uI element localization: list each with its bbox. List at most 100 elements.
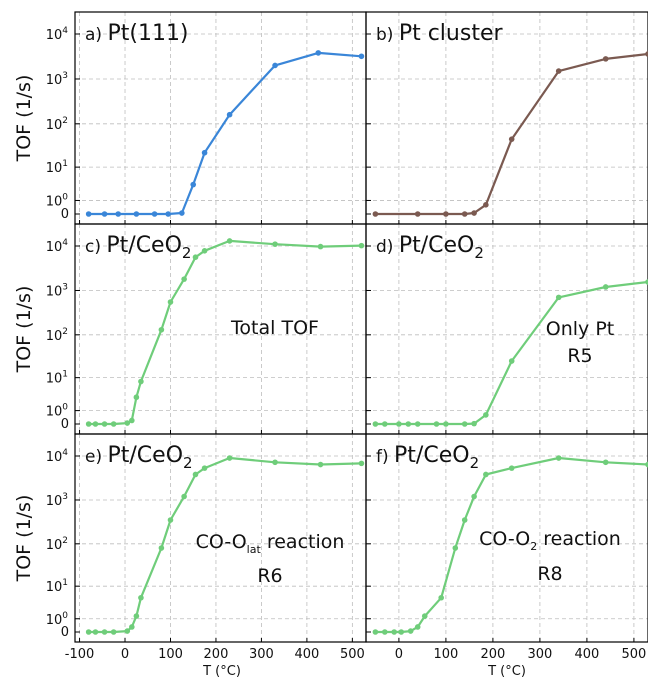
panel-b: b) Pt cluster xyxy=(365,11,648,225)
data-point xyxy=(192,471,199,478)
data-point xyxy=(421,613,428,619)
panel-annotation: R5 xyxy=(567,345,592,367)
panel-annotation: R8 xyxy=(537,563,562,585)
y-tick-label: 104 xyxy=(46,238,69,255)
data-point xyxy=(101,629,108,635)
data-point xyxy=(645,51,648,57)
panel-annotation: CO-Olat reaction xyxy=(196,531,345,556)
y-tick-label: 100 xyxy=(46,192,69,209)
data-point xyxy=(443,211,449,217)
data-point xyxy=(452,545,459,551)
data-point xyxy=(471,210,477,216)
data-point xyxy=(101,421,108,427)
data-point xyxy=(555,455,562,461)
panel-title: b) Pt cluster xyxy=(376,21,503,46)
y-tick-label: 100 xyxy=(46,403,69,420)
data-point xyxy=(508,136,515,142)
x-axis-label: T (°C) xyxy=(202,664,241,679)
data-point xyxy=(201,149,208,156)
x-tick-label: 400 xyxy=(294,647,319,662)
data-point xyxy=(405,421,412,427)
y-tick-label: 102 xyxy=(46,327,68,344)
x-tick-label: 100 xyxy=(158,647,183,662)
data-point xyxy=(317,461,324,468)
data-point xyxy=(124,420,131,426)
data-point xyxy=(471,493,477,500)
data-point xyxy=(272,459,278,466)
x-tick-label: -100 xyxy=(65,647,95,662)
data-point xyxy=(129,417,135,424)
x-tick-label: 200 xyxy=(204,647,229,662)
data-point xyxy=(226,111,233,118)
x-tick-label: 200 xyxy=(480,647,505,662)
y-tick-label: 0 xyxy=(61,625,69,640)
data-point xyxy=(226,455,233,461)
data-point xyxy=(372,211,379,217)
data-point xyxy=(181,493,187,500)
data-point xyxy=(151,211,158,217)
data-point xyxy=(226,238,233,244)
series-line xyxy=(88,239,362,426)
data-point xyxy=(645,461,648,468)
y-tick-label: 100 xyxy=(46,611,69,628)
x-tick-label: 500 xyxy=(340,647,365,662)
y-tick-label: 102 xyxy=(46,116,68,133)
x-tick-label: 0 xyxy=(121,647,129,662)
data-point xyxy=(414,624,421,630)
y-axis-label: TOF (1/s) xyxy=(13,286,35,374)
data-point xyxy=(92,629,99,635)
panel-annotation: R6 xyxy=(257,565,282,587)
data-point xyxy=(317,243,324,250)
data-point xyxy=(438,594,445,601)
data-point xyxy=(85,629,92,635)
data-point xyxy=(433,421,440,427)
y-tick-label: 104 xyxy=(46,448,69,465)
data-point xyxy=(272,62,278,69)
panel-d: d) Pt/CeO2 Only Pt R5 xyxy=(365,223,648,435)
panel-title: e) Pt/CeO2 xyxy=(85,443,193,472)
panel-title: d) Pt/CeO2 xyxy=(376,233,484,262)
data-point xyxy=(414,211,421,217)
data-point xyxy=(483,202,489,208)
x-tick-label: 300 xyxy=(527,647,552,662)
data-point xyxy=(133,211,140,217)
data-point xyxy=(190,181,197,188)
data-point xyxy=(461,421,468,427)
y-tick-label: 104 xyxy=(46,26,69,43)
data-point xyxy=(443,421,449,427)
series-line xyxy=(375,280,648,426)
panel-title: f) Pt/CeO2 xyxy=(376,443,479,472)
y-axis-label: TOF (1/s) xyxy=(13,75,35,163)
data-point xyxy=(483,471,489,478)
data-point xyxy=(179,210,185,216)
data-point xyxy=(645,279,648,285)
data-point xyxy=(372,421,379,427)
data-point xyxy=(129,624,135,630)
data-point xyxy=(391,629,398,635)
data-point xyxy=(315,50,322,56)
data-point xyxy=(85,211,92,217)
data-point xyxy=(192,254,199,261)
series-line xyxy=(88,51,362,216)
data-point xyxy=(461,211,468,217)
data-point xyxy=(138,594,144,601)
data-point xyxy=(602,459,609,466)
panel-annotation: CO-O2 reaction xyxy=(479,528,621,553)
data-point xyxy=(372,629,379,635)
x-tick-label: 400 xyxy=(574,647,599,662)
data-point xyxy=(133,394,140,401)
data-point xyxy=(483,412,489,418)
panel-title: c) Pt/CeO2 xyxy=(85,233,191,262)
data-point xyxy=(85,421,92,427)
data-point xyxy=(358,53,365,60)
y-tick-label: 0 xyxy=(61,207,69,222)
data-point xyxy=(602,56,609,62)
data-point xyxy=(508,465,515,471)
data-point xyxy=(382,629,388,635)
data-point xyxy=(201,248,208,254)
y-tick-label: 101 xyxy=(46,159,68,176)
data-point xyxy=(92,421,99,427)
data-point xyxy=(358,242,365,249)
panel-annotation: Only Pt xyxy=(546,318,614,340)
